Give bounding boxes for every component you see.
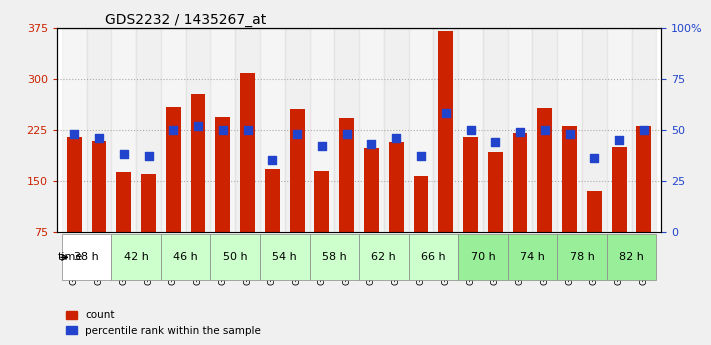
Bar bbox=[508, 28, 533, 232]
FancyBboxPatch shape bbox=[309, 234, 359, 280]
Text: 58 h: 58 h bbox=[322, 253, 347, 262]
Bar bbox=[141, 174, 156, 232]
Point bbox=[193, 123, 204, 128]
Text: 46 h: 46 h bbox=[173, 253, 198, 262]
Bar bbox=[92, 141, 107, 232]
Bar bbox=[309, 28, 334, 232]
Bar bbox=[265, 168, 280, 232]
Bar bbox=[557, 28, 582, 232]
Point bbox=[316, 143, 328, 149]
Bar bbox=[235, 28, 260, 232]
Point bbox=[415, 154, 427, 159]
Bar bbox=[191, 93, 205, 232]
Point bbox=[390, 135, 402, 141]
Bar bbox=[117, 172, 132, 232]
Bar bbox=[112, 28, 136, 232]
Text: 78 h: 78 h bbox=[570, 253, 594, 262]
FancyBboxPatch shape bbox=[359, 234, 409, 280]
Bar bbox=[384, 28, 409, 232]
Bar bbox=[62, 28, 87, 232]
Bar bbox=[538, 108, 552, 232]
Bar bbox=[582, 28, 606, 232]
Bar bbox=[284, 28, 309, 232]
Text: 42 h: 42 h bbox=[124, 253, 149, 262]
Point bbox=[589, 156, 600, 161]
FancyBboxPatch shape bbox=[161, 234, 210, 280]
Bar bbox=[463, 137, 478, 232]
Bar bbox=[409, 28, 434, 232]
Point bbox=[365, 141, 377, 147]
Bar bbox=[513, 133, 528, 232]
Bar bbox=[611, 147, 626, 232]
Point bbox=[490, 139, 501, 145]
Point bbox=[465, 127, 476, 132]
Point bbox=[217, 127, 228, 132]
Point bbox=[93, 135, 105, 141]
Text: 54 h: 54 h bbox=[272, 253, 297, 262]
FancyBboxPatch shape bbox=[210, 234, 260, 280]
Bar bbox=[240, 73, 255, 232]
Text: time: time bbox=[58, 253, 83, 262]
Bar bbox=[215, 117, 230, 232]
Bar bbox=[166, 107, 181, 232]
Text: 70 h: 70 h bbox=[471, 253, 496, 262]
Bar bbox=[339, 118, 354, 232]
Legend: count, percentile rank within the sample: count, percentile rank within the sample bbox=[62, 306, 265, 340]
FancyBboxPatch shape bbox=[260, 234, 309, 280]
FancyBboxPatch shape bbox=[458, 234, 508, 280]
Text: 38 h: 38 h bbox=[74, 253, 99, 262]
Bar bbox=[359, 28, 384, 232]
Point bbox=[440, 111, 451, 116]
Bar bbox=[67, 137, 82, 232]
Point bbox=[614, 137, 625, 143]
Bar bbox=[314, 170, 329, 232]
Point bbox=[118, 151, 129, 157]
Bar bbox=[289, 109, 304, 232]
Bar bbox=[161, 28, 186, 232]
Point bbox=[267, 158, 278, 163]
Bar bbox=[210, 28, 235, 232]
Text: GDS2232 / 1435267_at: GDS2232 / 1435267_at bbox=[105, 12, 267, 27]
Point bbox=[539, 127, 550, 132]
FancyBboxPatch shape bbox=[508, 234, 557, 280]
Point bbox=[292, 131, 303, 137]
Bar bbox=[587, 191, 602, 232]
Bar bbox=[434, 28, 458, 232]
Point bbox=[168, 127, 179, 132]
Point bbox=[68, 131, 80, 137]
Bar bbox=[414, 176, 429, 232]
Bar bbox=[364, 148, 379, 232]
Text: 82 h: 82 h bbox=[619, 253, 644, 262]
Bar bbox=[606, 28, 631, 232]
Bar bbox=[136, 28, 161, 232]
FancyBboxPatch shape bbox=[409, 234, 458, 280]
Point bbox=[514, 129, 525, 135]
FancyBboxPatch shape bbox=[557, 234, 606, 280]
Point bbox=[638, 127, 650, 132]
Bar bbox=[631, 28, 656, 232]
Bar bbox=[562, 126, 577, 232]
Bar bbox=[389, 142, 404, 232]
Bar bbox=[483, 28, 508, 232]
Bar bbox=[438, 31, 453, 232]
Bar bbox=[533, 28, 557, 232]
Bar bbox=[260, 28, 284, 232]
Text: 66 h: 66 h bbox=[421, 253, 446, 262]
Bar bbox=[458, 28, 483, 232]
Point bbox=[564, 131, 575, 137]
Text: 62 h: 62 h bbox=[371, 253, 396, 262]
Bar bbox=[488, 151, 503, 232]
Point bbox=[242, 127, 253, 132]
Bar bbox=[334, 28, 359, 232]
FancyBboxPatch shape bbox=[112, 234, 161, 280]
Bar bbox=[186, 28, 210, 232]
Text: 74 h: 74 h bbox=[520, 253, 545, 262]
Bar bbox=[87, 28, 112, 232]
FancyBboxPatch shape bbox=[606, 234, 656, 280]
Bar bbox=[636, 126, 651, 232]
Point bbox=[341, 131, 353, 137]
FancyBboxPatch shape bbox=[62, 234, 112, 280]
Text: 50 h: 50 h bbox=[223, 253, 247, 262]
Point bbox=[143, 154, 154, 159]
